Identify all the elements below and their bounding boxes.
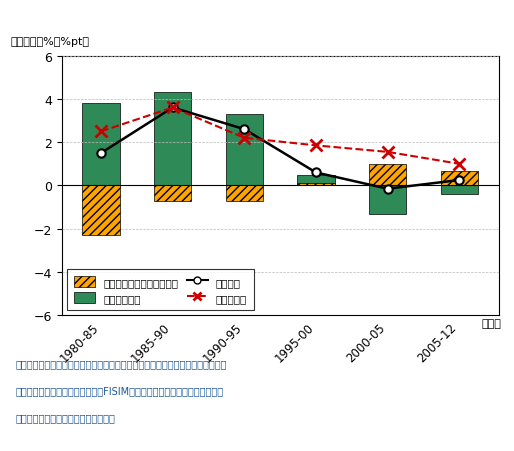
Bar bbox=[440, 186, 478, 195]
Bar bbox=[82, 186, 120, 236]
Text: （年）: （年） bbox=[481, 318, 501, 328]
Bar bbox=[226, 186, 263, 201]
Bar bbox=[440, 172, 478, 186]
Bar bbox=[297, 175, 335, 186]
Text: （除く持ち家の帰属家賃及びFISIM）デフレーターで実質化したもの。: （除く持ち家の帰属家賃及びFISIM）デフレーターで実質化したもの。 bbox=[15, 386, 224, 396]
Text: 実質賃金の要因分解と労働生産性: 実質賃金の要因分解と労働生産性 bbox=[191, 12, 323, 27]
Bar bbox=[154, 93, 191, 186]
Bar bbox=[297, 184, 335, 186]
Bar bbox=[226, 115, 263, 186]
Bar bbox=[369, 165, 406, 186]
Bar bbox=[154, 186, 191, 201]
Text: （出所）内閣府統計より大和総研作成: （出所）内閣府統計より大和総研作成 bbox=[15, 413, 115, 423]
Legend: 物価要因（マイナス寄与）, 名目賃金要因, 実質賃金, 労働生産性: 物価要因（マイナス寄与）, 名目賃金要因, 実質賃金, 労働生産性 bbox=[67, 269, 254, 310]
Text: （前年比、%、%pt）: （前年比、%、%pt） bbox=[10, 37, 89, 47]
Text: （注）名目賃金と労働生産性はマンアワーベース。実質賃金は家計最終消費支出: （注）名目賃金と労働生産性はマンアワーベース。実質賃金は家計最終消費支出 bbox=[15, 359, 227, 368]
Bar bbox=[369, 186, 406, 214]
Bar bbox=[82, 104, 120, 186]
